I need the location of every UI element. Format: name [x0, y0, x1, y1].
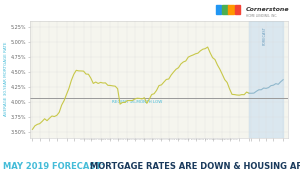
Text: MAY 2019 FORECAST:: MAY 2019 FORECAST:: [3, 162, 104, 171]
Text: Historical Data: Freddie Mac. Projection based on 2019 interest rate & major hou: Historical Data: Freddie Mac. Projection…: [80, 139, 238, 140]
Bar: [249, 21, 283, 138]
Bar: [222, 5, 228, 14]
Text: MORTGAGE RATES ARE DOWN & HOUSING AFFORDABILITY IS UP: MORTGAGE RATES ARE DOWN & HOUSING AFFORD…: [90, 162, 300, 171]
Bar: [235, 5, 240, 14]
Bar: [229, 5, 234, 14]
Text: HOME LENDING, INC.: HOME LENDING, INC.: [246, 14, 277, 18]
Text: Cornerstone: Cornerstone: [246, 7, 289, 12]
Text: RECENT 16-MONTH LOW: RECENT 16-MONTH LOW: [112, 100, 163, 104]
Text: FORECAST: FORECAST: [263, 27, 267, 45]
Y-axis label: AVERAGE 30-YEAR MORTGAGE RATE: AVERAGE 30-YEAR MORTGAGE RATE: [4, 42, 8, 116]
Bar: [216, 5, 221, 14]
